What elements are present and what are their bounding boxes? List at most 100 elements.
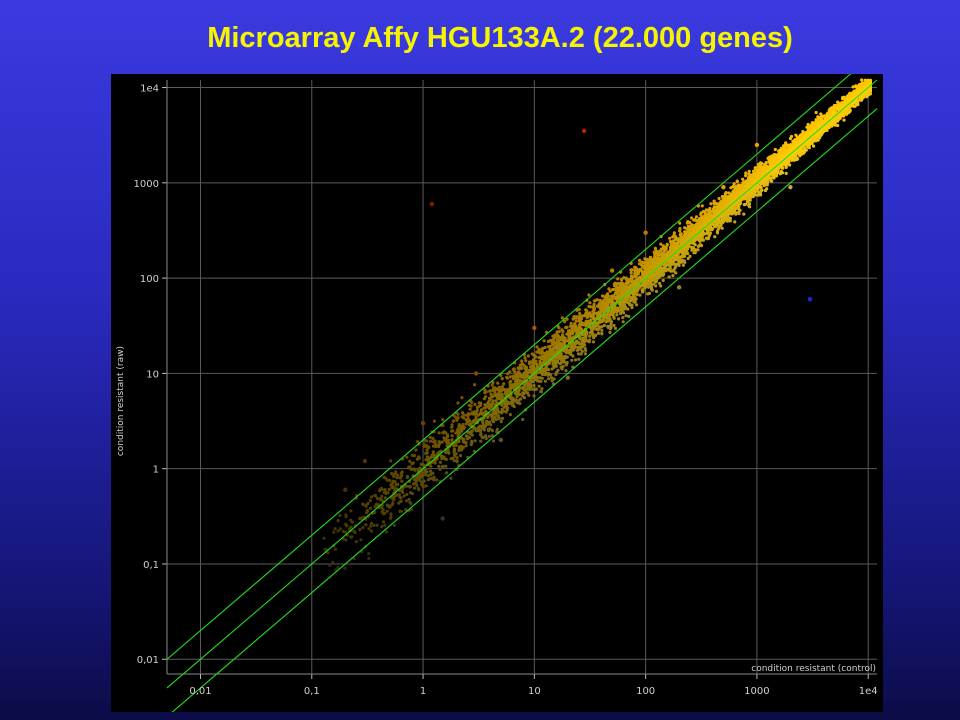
data-point — [688, 220, 692, 225]
data-point — [369, 495, 374, 499]
data-point — [373, 504, 377, 509]
data-point — [632, 300, 636, 304]
data-point — [444, 464, 448, 468]
data-point — [709, 202, 713, 206]
data-point — [606, 311, 610, 315]
data-point — [469, 431, 473, 435]
data-point — [333, 547, 338, 551]
data-point — [616, 277, 620, 281]
data-point — [424, 484, 428, 488]
data-point — [795, 135, 800, 139]
data-point — [629, 299, 633, 303]
data-point — [656, 253, 660, 257]
data-point — [381, 520, 386, 524]
data-point — [792, 146, 796, 150]
data-point — [527, 382, 532, 386]
data-point — [784, 165, 788, 169]
data-point — [508, 375, 512, 379]
data-point — [495, 427, 499, 431]
data-point — [699, 212, 703, 216]
data-point — [567, 339, 571, 343]
data-point — [756, 173, 760, 177]
data-point — [685, 221, 690, 225]
data-point — [322, 536, 326, 540]
data-point — [543, 352, 547, 356]
data-point — [653, 252, 657, 257]
data-point — [606, 324, 610, 328]
data-point — [380, 525, 384, 529]
data-point — [780, 151, 784, 155]
data-point — [648, 281, 652, 285]
data-point — [597, 302, 602, 306]
data-point — [608, 330, 612, 334]
data-point — [478, 428, 482, 432]
data-point — [601, 315, 605, 319]
data-point — [720, 194, 725, 199]
data-point — [421, 485, 425, 489]
data-point — [409, 467, 413, 471]
data-point — [503, 388, 507, 392]
data-point — [467, 412, 472, 416]
data-point — [462, 416, 466, 420]
data-point — [654, 284, 658, 288]
data-point — [573, 322, 577, 326]
data-point — [560, 328, 564, 332]
data-point — [801, 151, 806, 155]
data-point — [460, 429, 464, 433]
data-point — [353, 530, 357, 534]
data-point — [389, 471, 394, 476]
data-point — [724, 191, 728, 195]
data-point — [479, 408, 484, 412]
data-point — [458, 454, 463, 458]
data-point — [505, 407, 510, 411]
data-point — [635, 289, 639, 293]
data-point — [460, 411, 465, 415]
data-point — [628, 303, 632, 307]
data-point — [359, 538, 363, 542]
data-point — [434, 443, 438, 447]
data-point — [574, 315, 578, 319]
data-point — [732, 191, 736, 195]
data-point — [670, 244, 674, 248]
data-point — [332, 530, 336, 534]
data-point — [686, 224, 691, 228]
data-point — [754, 167, 758, 171]
data-point — [826, 115, 830, 119]
data-point — [550, 367, 554, 371]
data-point — [648, 255, 653, 259]
data-point — [836, 100, 840, 104]
data-point — [572, 345, 576, 349]
data-point — [698, 225, 702, 229]
data-point — [393, 472, 397, 476]
data-point — [691, 240, 695, 245]
data-point — [445, 439, 449, 443]
data-point — [601, 318, 606, 322]
data-point — [500, 388, 504, 392]
data-point — [678, 221, 682, 225]
data-point — [728, 216, 733, 220]
data-point — [612, 323, 616, 328]
data-point — [606, 299, 610, 303]
data-point — [334, 568, 338, 572]
data-point — [624, 314, 628, 318]
data-point — [628, 278, 633, 283]
data-point — [733, 194, 737, 198]
data-point — [450, 434, 454, 438]
data-point — [437, 464, 441, 468]
data-point — [634, 266, 638, 270]
data-point — [692, 229, 696, 233]
data-point — [389, 459, 393, 463]
data-point — [419, 462, 423, 466]
data-point — [539, 357, 544, 361]
data-point — [820, 118, 824, 122]
data-point — [473, 412, 477, 416]
data-point — [737, 211, 741, 216]
data-point — [399, 509, 403, 513]
data-point — [814, 110, 818, 115]
data-point — [451, 419, 455, 423]
data-point — [482, 406, 486, 410]
data-point — [551, 353, 555, 357]
data-point — [716, 227, 720, 231]
data-point — [487, 399, 491, 403]
data-point — [712, 212, 716, 216]
